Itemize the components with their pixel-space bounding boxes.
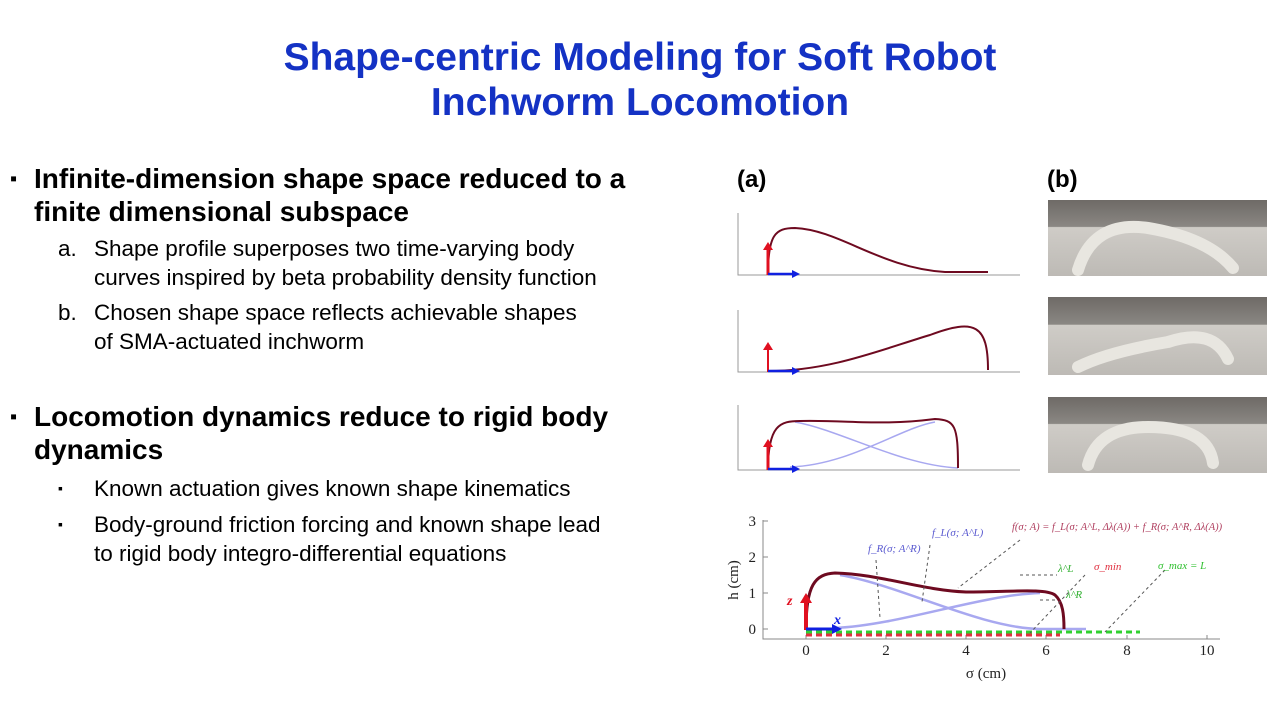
bullet-1: Infinite-dimension shape space reduced t… [34,162,625,228]
sigma-min-label: σ_min [1094,561,1122,573]
x-arrow-label: x [833,613,841,628]
shape-chart [762,520,1220,640]
item-marker: b. [58,300,77,325]
shape-plot-1 [737,213,1020,278]
lambda-R-label: λ^R [1065,589,1082,601]
inchworm-shape [1072,331,1234,373]
x-tick: 6 [1042,643,1050,659]
inchworm-photo-3 [1048,397,1267,473]
bullet-marker: ▪ [10,168,18,190]
bullet-2-line1: Locomotion dynamics reduce to rigid body [34,401,609,432]
bullet-1-line2: finite dimensional subspace [34,196,409,227]
x-tick: 2 [882,643,890,659]
sub-item-2-line1: Body-ground friction forcing and known s… [94,512,601,537]
figure-label-b: (b) [1047,166,1078,193]
z-arrow-label: z [786,594,793,609]
f-curve [804,571,1066,630]
slide-title-line1: Shape-centric Modeling for Soft Robot [283,36,997,79]
y-tick: 3 [749,514,757,530]
fR-label: f_R(σ; A^R) [868,543,921,555]
sub-item-a-line1: Shape profile superposes two time-varyin… [94,236,575,261]
fL-label: f_L(σ; A^L) [932,527,984,539]
bullet-2: Locomotion dynamics reduce to rigid body… [34,400,608,466]
sub-item-2-line2: to rigid body integro-differential equat… [94,541,507,566]
shape-plot-2 [737,310,1020,375]
f-label: f(σ; A) = f_L(σ; A^L, Δλ(A)) + f_R(σ; A^… [1012,522,1223,533]
sub-item-1: Known actuation gives known shape kinema… [94,474,571,503]
item-marker: a. [58,236,77,261]
y-tick: 2 [749,550,757,566]
sub-item-b: Chosen shape space reflects achievable s… [94,298,577,356]
x-axis-label: σ (cm) [966,666,1006,682]
item-marker: ▪ [58,480,63,496]
bullet-2-line2: dynamics [34,434,164,465]
y-tick: 1 [749,586,757,602]
sigma-max-label: σ_max = L [1158,560,1206,572]
inchworm-photo-1 [1048,200,1267,276]
inchworm-photo-2 [1048,297,1267,375]
sub-item-2: Body-ground friction forcing and known s… [94,510,601,568]
x-tick: 10 [1200,643,1215,659]
inchworm-shape [1082,420,1219,471]
bullet-marker: ▪ [10,406,18,428]
shape-plot-3 [737,405,1020,473]
inchworm-shape [1072,220,1239,276]
chart-axes [762,520,1220,640]
slide-title-line2: Inchworm Locomotion [430,81,850,124]
x-tick: 4 [962,643,970,659]
sub-item-a: Shape profile superposes two time-varyin… [94,234,597,292]
x-tick: 8 [1123,643,1131,659]
fR-curve [839,573,1086,631]
sub-item-1-line1: Known actuation gives known shape kinema… [94,476,571,501]
sub-item-a-line2: curves inspired by beta probability dens… [94,265,597,290]
sub-item-b-line1: Chosen shape space reflects achievable s… [94,300,577,325]
x-tick: 0 [802,643,810,659]
y-axis-label: h (cm) [726,560,742,600]
y-tick: 0 [749,622,757,638]
bullet-1-line1: Infinite-dimension shape space reduced t… [34,163,626,194]
item-marker: ▪ [58,516,63,532]
fL-curve [834,591,1041,630]
sub-item-b-line2: of SMA-actuated inchworm [94,329,365,354]
lambda-L-label: λ^L [1057,563,1074,575]
figure-label-a: (a) [737,166,767,193]
